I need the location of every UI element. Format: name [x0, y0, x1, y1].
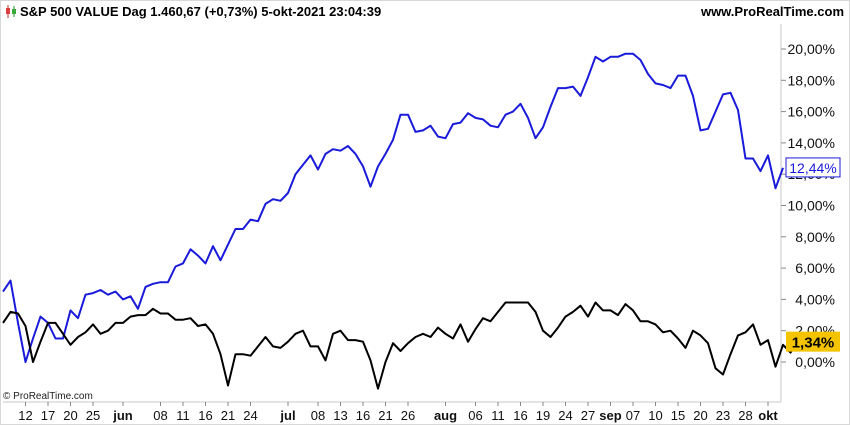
x-tick-label: 12: [18, 408, 32, 423]
x-tick-label: 24: [558, 408, 572, 423]
x-tick-label: 08: [311, 408, 325, 423]
x-tick-label: 13: [333, 408, 347, 423]
x-tick-label: 16: [198, 408, 212, 423]
x-tick-label: 15: [671, 408, 685, 423]
y-tick-label: 16,00%: [788, 104, 835, 120]
x-tick-label: 28: [738, 408, 752, 423]
y-tick-label: 6,00%: [795, 260, 835, 276]
candlestick-icon: [6, 5, 16, 18]
chart-header: S&P 500 VALUE Dag 1.460,67 (+0,73%) 5-ok…: [0, 0, 850, 24]
x-tick-label: 25: [86, 408, 100, 423]
y-tick-label: 20,00%: [788, 41, 835, 57]
x-tick-label: 21: [221, 408, 235, 423]
chart-title: S&P 500 VALUE Dag 1.460,67 (+0,73%) 5-ok…: [20, 4, 382, 19]
last-value-label-black: 1,34%: [792, 335, 835, 352]
copyright-text: © ProRealTime.com: [3, 391, 93, 402]
y-tick-label: 10,00%: [788, 198, 835, 214]
x-tick-label: 08: [153, 408, 167, 423]
y-tick-label: 14,00%: [788, 135, 835, 151]
series-line-black: [2, 301, 799, 390]
x-tick-label: 07: [626, 408, 640, 423]
last-value-badge-blue: [785, 157, 841, 178]
x-tick-label: 17: [41, 408, 55, 423]
x-tick-label: 24: [243, 408, 257, 423]
x-tick-label: jul: [279, 408, 295, 423]
y-tick-label: 4,00%: [795, 291, 835, 307]
series-line-blue: [2, 52, 784, 363]
y-tick-label: 8,00%: [795, 229, 835, 245]
x-tick-label: okt: [758, 408, 778, 423]
x-tick-label: 19: [536, 408, 550, 423]
last-value-badge-black: [786, 331, 840, 352]
x-tick-label: 11: [491, 408, 505, 423]
x-tick-label: 06: [468, 408, 482, 423]
x-tick-label: 27: [581, 408, 595, 423]
y-tick-label: 0,00%: [795, 354, 835, 370]
x-tick-label: 26: [401, 408, 415, 423]
x-tick-label: sep: [599, 408, 621, 423]
last-value-label-blue: 12,44%: [789, 160, 836, 176]
x-tick-label: 10: [648, 408, 662, 423]
brand-link[interactable]: www.ProRealTime.com: [700, 4, 844, 19]
x-tick-label: 20: [63, 408, 77, 423]
x-tick-label: 21: [378, 408, 392, 423]
x-tick-label: 11: [176, 408, 190, 423]
x-tick-label: 23: [716, 408, 730, 423]
y-tick-label: 18,00%: [788, 72, 835, 88]
x-tick-label: 16: [356, 408, 370, 423]
x-tick-label: 20: [693, 408, 707, 423]
x-tick-label: aug: [434, 408, 457, 423]
x-tick-label: jun: [112, 408, 133, 423]
x-tick-label: 16: [513, 408, 527, 423]
